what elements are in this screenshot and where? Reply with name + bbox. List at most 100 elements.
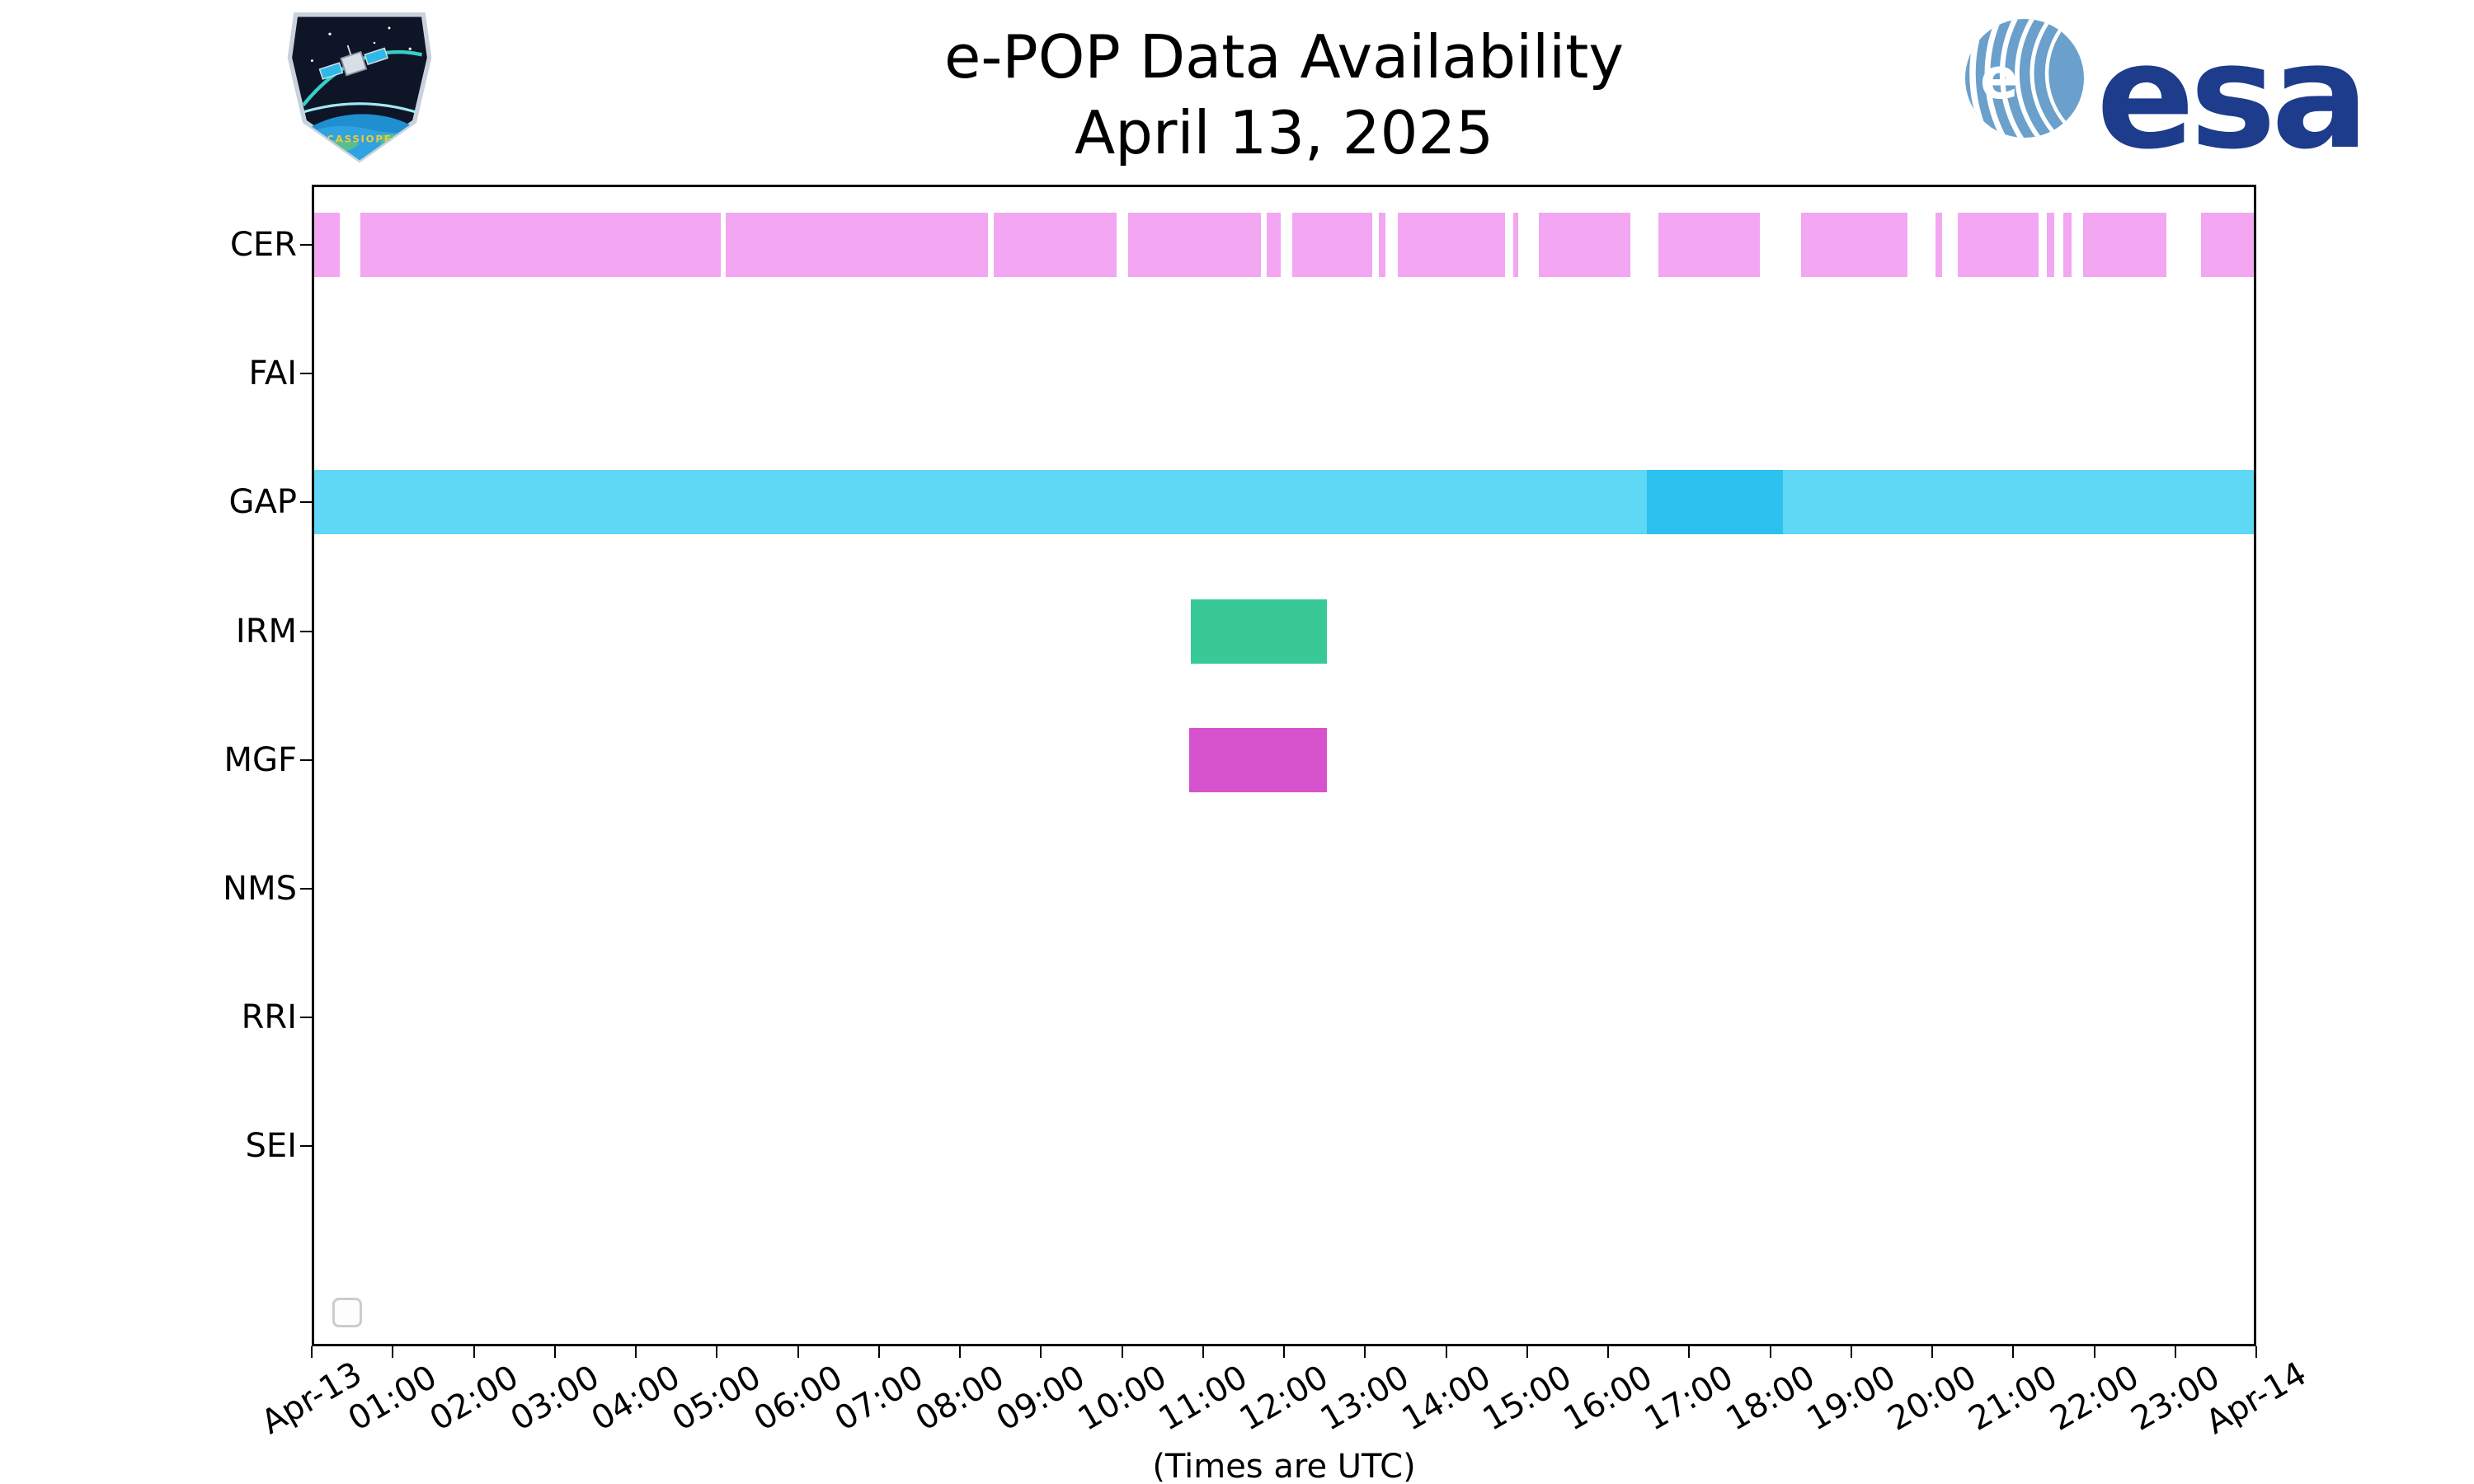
- x-tick-label-1000: 10:00: [1071, 1358, 1173, 1439]
- bar-cer: [1379, 213, 1385, 277]
- y-tick-label-gap: GAP: [228, 483, 297, 522]
- cassiope-mission-patch: CASSIOPE: [285, 10, 434, 165]
- x-tick-mark: [797, 1346, 799, 1358]
- x-tick-mark: [1769, 1346, 1771, 1358]
- x-tick-mark: [1202, 1346, 1204, 1358]
- x-tick-mark: [877, 1346, 880, 1358]
- x-tick-mark: [2093, 1346, 2095, 1358]
- x-tick-label-0900: 09:00: [990, 1358, 1092, 1439]
- esa-logo: e esa: [1963, 12, 2392, 170]
- y-tick-mark: [300, 1145, 312, 1148]
- x-tick-mark: [1364, 1346, 1366, 1358]
- x-tick-label-1900: 19:00: [1800, 1358, 1903, 1439]
- y-tick-label-sei: SEI: [245, 1127, 297, 1166]
- x-axis-caption: (Times are UTC): [1152, 1448, 1416, 1484]
- bar-cer: [360, 213, 722, 277]
- bar-cer: [1267, 213, 1282, 277]
- x-tick-label-0200: 02:00: [423, 1358, 524, 1439]
- x-tick-mark: [392, 1346, 394, 1358]
- title-block: e-POP Data Availability April 13, 2025: [312, 21, 2256, 168]
- bar-gap: [1783, 470, 2254, 535]
- x-tick-label-0700: 07:00: [828, 1358, 930, 1439]
- y-tick-mark: [300, 1017, 312, 1019]
- bar-cer: [2046, 213, 2055, 277]
- y-tick-mark: [300, 501, 312, 504]
- plot-area: [312, 185, 2256, 1346]
- x-tick-mark: [1931, 1346, 1933, 1358]
- bar-cer: [994, 213, 1117, 277]
- esa-emblem-e: e: [1980, 46, 2019, 112]
- y-tick-mark: [300, 758, 312, 761]
- y-tick-label-irm: IRM: [235, 612, 297, 650]
- bar-irm: [1191, 599, 1328, 664]
- bar-cer: [1800, 213, 1907, 277]
- x-tick-mark: [1850, 1346, 1852, 1358]
- bar-gap: [1647, 470, 1784, 535]
- x-tick-label-2000: 20:00: [1881, 1358, 1983, 1439]
- x-tick-mark: [1283, 1346, 1285, 1358]
- x-tick-mark: [553, 1346, 556, 1358]
- legend-placeholder: [332, 1298, 362, 1327]
- x-tick-label-1600: 16:00: [1557, 1358, 1659, 1439]
- x-tick-mark: [959, 1346, 961, 1358]
- y-tick-label-fai: FAI: [248, 355, 298, 393]
- x-tick-label-apr-13: Apr-13: [255, 1355, 369, 1442]
- x-tick-mark: [1445, 1346, 1447, 1358]
- x-tick-label-1100: 11:00: [1152, 1358, 1254, 1439]
- x-tick-mark: [635, 1346, 637, 1358]
- bar-cer: [1513, 213, 1518, 277]
- y-tick-label-nms: NMS: [223, 870, 297, 908]
- x-tick-mark: [1121, 1346, 1123, 1358]
- x-tick-mark: [311, 1346, 313, 1358]
- y-tick-mark: [300, 373, 312, 375]
- x-tick-label-1200: 12:00: [1233, 1358, 1335, 1439]
- bar-cer: [2063, 213, 2072, 277]
- x-tick-mark: [1688, 1346, 1691, 1358]
- y-tick-mark: [300, 888, 312, 890]
- chart-title: e-POP Data Availability: [944, 22, 1624, 92]
- chart-subtitle: April 13, 2025: [1074, 98, 1494, 167]
- bar-cer: [726, 213, 989, 277]
- x-tick-label-0800: 08:00: [909, 1358, 1011, 1439]
- bar-cer: [1658, 213, 1760, 277]
- bar-cer: [1935, 213, 1942, 277]
- x-tick-label-1500: 15:00: [1476, 1358, 1578, 1439]
- x-tick-mark: [2012, 1346, 2015, 1358]
- x-tick-label-0600: 06:00: [747, 1358, 849, 1439]
- x-tick-label-2100: 21:00: [1962, 1358, 2064, 1439]
- bar-cer: [1958, 213, 2039, 277]
- esa-wordmark: esa: [2096, 12, 2369, 181]
- y-tick-label-mgf: MGF: [223, 740, 297, 779]
- bar-cer: [1538, 213, 1630, 277]
- x-tick-mark: [1526, 1346, 1528, 1358]
- y-tick-label-rri: RRI: [241, 998, 297, 1037]
- bar-cer: [2201, 213, 2254, 277]
- x-tick-label-1700: 17:00: [1638, 1358, 1740, 1439]
- x-tick-label-1800: 18:00: [1719, 1358, 1821, 1439]
- x-tick-label-0300: 03:00: [504, 1358, 606, 1439]
- bar-cer: [2082, 213, 2166, 277]
- y-tick-mark: [300, 244, 312, 246]
- x-tick-label-0400: 04:00: [585, 1358, 687, 1439]
- mission-patch-label: CASSIOPE: [327, 134, 392, 145]
- bar-cer: [1397, 213, 1506, 277]
- bar-gap: [314, 470, 1648, 535]
- x-tick-mark: [1040, 1346, 1042, 1358]
- x-tick-mark: [2255, 1346, 2257, 1358]
- bar-mgf: [1189, 727, 1328, 792]
- bar-cer: [1291, 213, 1373, 277]
- x-tick-label-0500: 05:00: [666, 1358, 768, 1439]
- bar-cer: [1128, 213, 1261, 277]
- x-tick-label-apr-14: Apr-14: [2199, 1355, 2313, 1442]
- cassiope-patch-icon: CASSIOPE: [287, 12, 432, 163]
- bar-cer: [314, 213, 341, 277]
- x-tick-mark: [1607, 1346, 1609, 1358]
- y-tick-label-cer: CER: [230, 226, 297, 264]
- x-tick-mark: [473, 1346, 475, 1358]
- x-tick-mark: [716, 1346, 718, 1358]
- esa-emblem-icon: e: [1965, 19, 2084, 138]
- x-tick-label-2200: 22:00: [2044, 1358, 2145, 1439]
- x-tick-mark: [2174, 1346, 2176, 1358]
- x-tick-label-1300: 13:00: [1314, 1358, 1416, 1439]
